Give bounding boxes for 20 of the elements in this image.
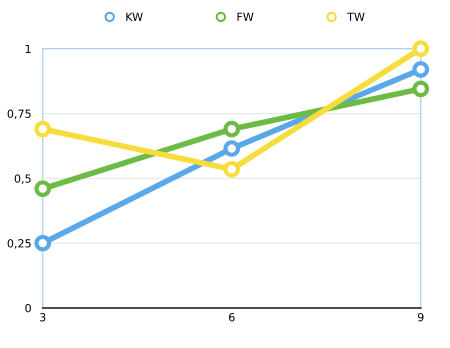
x-tick-label: 9	[418, 313, 424, 322]
y-tick-label: 1	[26, 44, 31, 53]
x-tick-label: 6	[228, 313, 235, 322]
point	[34, 120, 52, 138]
point	[223, 120, 240, 138]
y-tick-label: 0,5	[14, 174, 31, 184]
y-tick-label: 0	[25, 304, 31, 312]
legend-label: KW	[126, 12, 143, 21]
point	[412, 40, 430, 58]
point	[412, 80, 430, 98]
legend-label: TW	[347, 12, 365, 21]
point	[34, 180, 52, 198]
x-tick-label: 3	[40, 313, 46, 322]
point	[223, 160, 240, 178]
legend-label: FW	[238, 12, 254, 21]
point	[412, 61, 430, 78]
y-tick-label: 0,75	[8, 110, 31, 120]
point	[223, 140, 240, 157]
y-tick-label: 0,25	[8, 239, 31, 249]
point	[34, 234, 52, 252]
